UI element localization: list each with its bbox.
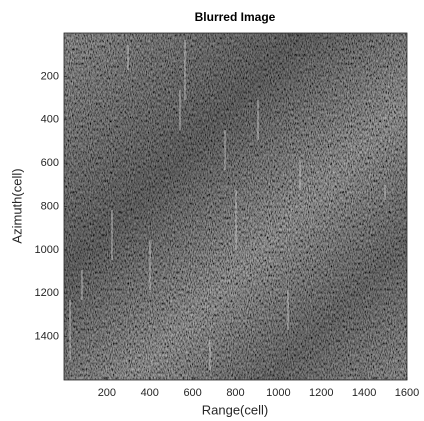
- y-tick-label: 1200: [35, 287, 59, 299]
- x-tick-label: 400: [141, 387, 159, 399]
- x-tick-label: 1000: [266, 387, 290, 399]
- y-tick-label: 1400: [35, 331, 59, 343]
- chart-title: Blurred Image: [195, 10, 276, 24]
- y-tick-label: 800: [41, 200, 59, 212]
- x-tick-label: 1600: [395, 387, 419, 399]
- y-axis-label: Azimuth(cell): [9, 168, 24, 243]
- x-tick-label: 200: [98, 387, 116, 399]
- y-tick-label: 1000: [35, 244, 59, 256]
- x-tick-label: 800: [226, 387, 244, 399]
- y-tick-label: 400: [41, 114, 59, 126]
- streaks: [69, 40, 386, 370]
- x-tick-label: 600: [183, 387, 201, 399]
- y-tick-label: 200: [41, 70, 59, 82]
- x-tick-label: 1200: [309, 387, 333, 399]
- y-tick-label: 600: [41, 157, 59, 169]
- x-axis-label: Range(cell): [202, 402, 268, 417]
- x-tick-label: 1400: [352, 387, 376, 399]
